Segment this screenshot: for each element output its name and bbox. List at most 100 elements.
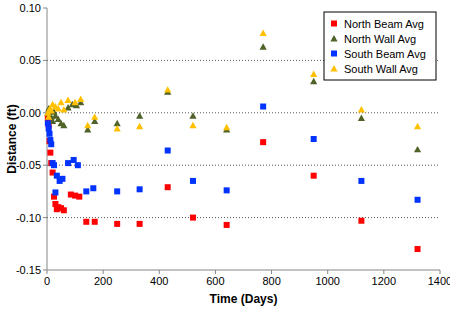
point <box>76 194 82 200</box>
point <box>60 106 67 112</box>
x-tick-label: 1200 <box>372 275 396 287</box>
x-tick <box>271 270 272 274</box>
point <box>358 178 364 184</box>
point <box>189 112 196 118</box>
point <box>77 96 84 102</box>
point <box>260 43 267 49</box>
legend-marker <box>331 21 337 27</box>
point <box>415 246 421 252</box>
x-tick-label: 1400 <box>428 275 450 287</box>
point <box>260 139 266 145</box>
x-tick <box>327 270 328 274</box>
grid-line <box>47 112 440 113</box>
series <box>45 104 421 203</box>
point <box>223 124 230 130</box>
y-tick-label: 0.05 <box>20 54 41 66</box>
x-tick <box>159 270 160 274</box>
point <box>358 114 365 120</box>
y-axis-label: Distance (ft) <box>5 104 19 173</box>
point <box>83 188 89 194</box>
point <box>92 219 98 225</box>
plot-area <box>44 30 421 252</box>
x-tick-label: 800 <box>262 275 280 287</box>
point <box>57 99 64 105</box>
point <box>45 120 51 126</box>
point <box>61 207 67 213</box>
legend-marker <box>330 65 337 71</box>
legend-marker <box>330 35 337 41</box>
point <box>46 126 52 132</box>
point <box>311 173 317 179</box>
point <box>51 162 57 168</box>
y-tick-label: -0.15 <box>16 264 41 276</box>
y-tick-label: 0.00 <box>20 107 41 119</box>
point <box>310 70 317 76</box>
legend-label: North Wall Avg <box>344 33 416 45</box>
point <box>71 157 77 163</box>
x-tick <box>103 270 104 274</box>
point <box>358 218 364 224</box>
point <box>260 104 266 110</box>
point <box>91 113 98 119</box>
point <box>358 106 365 112</box>
x-tick <box>383 270 384 274</box>
grid-line <box>47 217 440 218</box>
point <box>90 185 96 191</box>
x-tick-label: 200 <box>94 275 112 287</box>
point <box>114 125 121 131</box>
y-tick <box>43 217 47 218</box>
point <box>47 131 53 137</box>
x-tick <box>215 270 216 274</box>
y-tick <box>43 165 47 166</box>
point <box>48 141 54 147</box>
grid-line <box>47 165 440 166</box>
point <box>64 97 71 103</box>
point <box>114 221 120 227</box>
point <box>47 150 53 156</box>
point <box>224 222 230 228</box>
point <box>136 123 143 129</box>
x-tick <box>47 270 48 274</box>
point <box>190 215 196 221</box>
y-tick <box>43 270 47 271</box>
x-axis-label: Time (Days) <box>210 292 278 306</box>
point <box>414 146 421 152</box>
series <box>45 115 421 252</box>
point <box>224 187 230 193</box>
point <box>189 122 196 128</box>
point <box>75 162 81 168</box>
legend-label: North Beam Avg <box>344 18 424 30</box>
point <box>84 122 91 128</box>
x-axis <box>47 270 440 271</box>
point <box>310 78 317 84</box>
point <box>311 136 317 142</box>
y-tick <box>43 8 47 9</box>
legend-marker <box>331 51 337 57</box>
legend-label: South Beam Avg <box>344 48 426 60</box>
x-tick <box>440 270 441 274</box>
y-tick-label: 0.10 <box>20 2 41 14</box>
chart: -0.15-0.10-0.050.000.050.100200400600800… <box>0 0 450 314</box>
point <box>83 219 89 225</box>
point <box>65 160 71 166</box>
x-tick-label: 0 <box>44 275 50 287</box>
point <box>45 113 52 119</box>
point <box>52 189 58 195</box>
point <box>55 105 62 111</box>
x-tick-label: 400 <box>150 275 168 287</box>
point <box>414 123 421 129</box>
point <box>114 188 120 194</box>
point <box>190 178 196 184</box>
point <box>59 176 65 182</box>
x-tick-label: 600 <box>206 275 224 287</box>
point <box>136 112 143 118</box>
legend: North Beam Avg North Wall Avg South Beam A… <box>324 12 436 80</box>
y-tick-label: -0.10 <box>16 212 41 224</box>
point <box>60 122 67 128</box>
point <box>415 197 421 203</box>
point <box>260 30 267 36</box>
point <box>165 184 171 190</box>
point <box>54 173 60 179</box>
y-tick <box>43 60 47 61</box>
point <box>164 86 171 92</box>
